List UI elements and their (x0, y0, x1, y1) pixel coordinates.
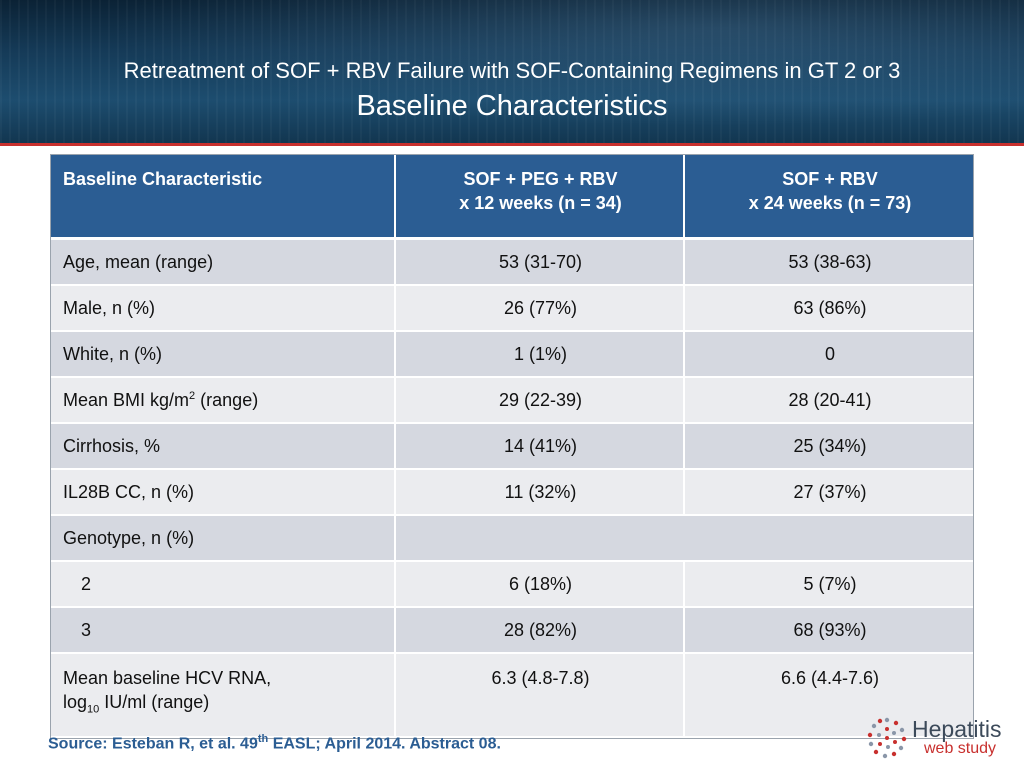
row-label-unit: IU/ml (range) (99, 692, 210, 712)
header-sof-rbv: SOF + RBV x 24 weeks (n = 73) (684, 155, 973, 240)
header-sof-rbv-duration: x 24 weeks (n = 73) (748, 193, 912, 213)
dots-logo-icon (867, 717, 907, 759)
row-label-text: Mean BMI kg/m (63, 389, 190, 410)
row-label: Male, n (%) (51, 285, 396, 332)
row-label: White, n (%) (51, 331, 396, 378)
baseline-characteristics-table: Baseline Characteristic SOF + PEG + RBV … (50, 154, 974, 739)
cell-sof-rbv: 63 (86%) (684, 285, 973, 332)
table-row: 2 6 (18%) 5 (7%) (51, 561, 973, 608)
cell-sof-rbv: 68 (93%) (684, 607, 973, 654)
row-label: 2 (51, 561, 396, 608)
header-sof-rbv-regimen: SOF + RBV (782, 169, 878, 189)
cell-sof-peg-rbv: 29 (22-39) (395, 377, 685, 424)
cell-sof-peg-rbv: 6 (18%) (395, 561, 685, 608)
table-header-row: Baseline Characteristic SOF + PEG + RBV … (51, 155, 973, 240)
table-row: White, n (%) 1 (1%) 0 (51, 331, 973, 378)
table-row: 3 28 (82%) 68 (93%) (51, 607, 973, 654)
hepatitis-web-study-logo: Hepatitis web study (866, 716, 1016, 760)
logo-text-hepatitis: Hepatitis (912, 716, 1002, 742)
table-row: Mean baseline HCV RNA, log10 IU/ml (rang… (51, 653, 973, 738)
row-label-line2: log10 IU/ml (range) (63, 690, 384, 722)
row-label-subscript: 10 (87, 703, 100, 716)
row-label-suffix: (range) (195, 389, 259, 410)
cell-sof-rbv: 5 (7%) (684, 561, 973, 608)
cell-sof-peg-rbv: 28 (82%) (395, 607, 685, 654)
cell-sof-rbv: 25 (34%) (684, 423, 973, 470)
source-text-end: EASL; April 2014. Abstract 08. (268, 735, 501, 753)
cell-sof-peg-rbv: 14 (41%) (395, 423, 685, 470)
row-label: Genotype, n (%) (51, 515, 396, 562)
table-row: Male, n (%) 26 (77%) 63 (86%) (51, 285, 973, 332)
row-label-superscript: 2 (189, 389, 196, 402)
cell-sof-rbv: 27 (37%) (684, 469, 973, 516)
table-row: Mean BMI kg/m2 (range) 29 (22-39) 28 (20… (51, 377, 973, 424)
row-label-line1: Mean baseline HCV RNA, (63, 668, 272, 688)
title-banner (0, 0, 1024, 143)
cell-sof-rbv: 0 (684, 331, 973, 378)
table-row: Cirrhosis, % 14 (41%) 25 (34%) (51, 423, 973, 470)
slide-subtitle: Baseline Characteristics (356, 90, 668, 122)
header-sof-peg-rbv: SOF + PEG + RBV x 12 weeks (n = 34) (395, 155, 685, 240)
cell-sof-rbv: 6.6 (4.4-7.6) (684, 653, 973, 738)
cell-sof-peg-rbv: 11 (32%) (395, 469, 685, 516)
row-label: Mean BMI kg/m2 (range) (51, 377, 396, 424)
source-citation: Source: Esteban R, et al. 49th EASL; Apr… (48, 733, 501, 753)
header-sof-peg-rbv-regimen: SOF + PEG + RBV (463, 169, 618, 189)
cell-sof-peg-rbv: 1 (1%) (395, 331, 685, 378)
header-sof-peg-rbv-duration: x 12 weeks (n = 34) (459, 193, 622, 213)
row-label-log: log (63, 692, 88, 712)
cell-sof-peg-rbv: 6.3 (4.8-7.8) (395, 653, 685, 738)
source-text: Source: Esteban R, et al. 49 (48, 735, 258, 753)
header-baseline-characteristic: Baseline Characteristic (51, 155, 396, 240)
genotype-empty-cell (395, 515, 973, 562)
row-label: 3 (51, 607, 396, 654)
row-label: Mean baseline HCV RNA, log10 IU/ml (rang… (51, 653, 396, 738)
table-row: Genotype, n (%) (51, 515, 973, 562)
row-label: Cirrhosis, % (51, 423, 396, 470)
logo-text-web-study: web study (924, 740, 997, 757)
table-row: IL28B CC, n (%) 11 (32%) 27 (37%) (51, 469, 973, 516)
row-label: IL28B CC, n (%) (51, 469, 396, 516)
cell-sof-peg-rbv: 26 (77%) (395, 285, 685, 332)
cell-sof-rbv: 28 (20-41) (684, 377, 973, 424)
cell-sof-peg-rbv: 53 (31-70) (395, 238, 685, 286)
row-label: Age, mean (range) (51, 238, 396, 286)
table-row: Age, mean (range) 53 (31-70) 53 (38-63) (51, 238, 973, 286)
cell-sof-rbv: 53 (38-63) (684, 238, 973, 286)
slide-title: Retreatment of SOF + RBV Failure with SO… (123, 58, 901, 83)
banner-divider (0, 143, 1024, 146)
source-superscript: th (257, 733, 269, 745)
